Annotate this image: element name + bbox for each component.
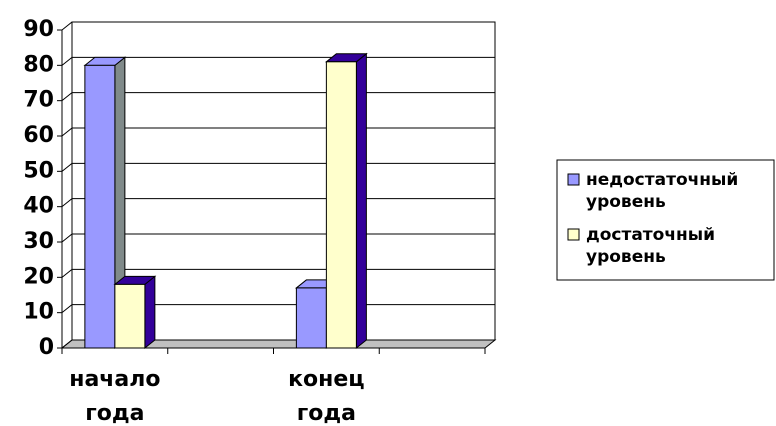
x-tick-label: конец года: [288, 367, 364, 426]
y-tick-label: 40: [23, 194, 54, 219]
bar-side: [355, 52, 367, 350]
y-tick-label: 0: [39, 335, 54, 360]
y-tick-label: 60: [23, 123, 54, 148]
bar: [295, 287, 327, 349]
y-tick-label: 70: [23, 88, 54, 113]
bar: [84, 64, 116, 349]
y-tick-label: 50: [23, 158, 54, 183]
bar-side: [144, 275, 156, 350]
legend-swatch: [567, 228, 580, 241]
grid-line: [61, 21, 495, 31]
legend-swatch: [567, 173, 580, 186]
legend-label: недостаточный уровень: [586, 170, 738, 212]
bar: [114, 283, 146, 349]
y-tick-label: 90: [23, 17, 54, 42]
y-tick-label: 10: [23, 300, 54, 325]
legend-box: [556, 159, 775, 281]
y-tick-label: 30: [23, 229, 54, 254]
y-tick-label: 20: [23, 264, 54, 289]
y-tick-label: 80: [23, 52, 54, 77]
bar: [325, 61, 357, 349]
x-tick-label: начало года: [69, 367, 160, 426]
legend-label: достаточный уровень: [586, 225, 715, 267]
